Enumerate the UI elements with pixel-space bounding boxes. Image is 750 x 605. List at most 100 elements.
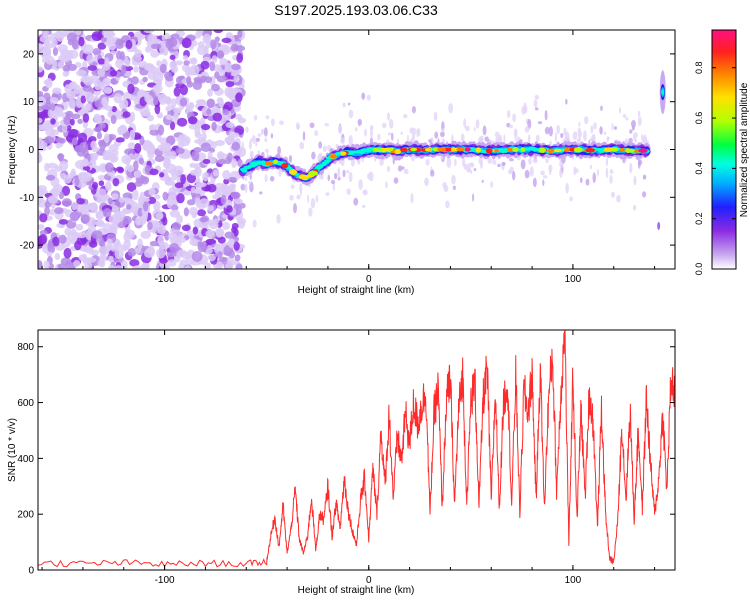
heatmap-cell (69, 118, 75, 126)
heatmap-cell (117, 167, 125, 174)
heatmap-cell (592, 133, 596, 143)
heatmap-cell (369, 127, 374, 139)
heatmap-cell (430, 169, 435, 177)
heatmap-cell (176, 193, 185, 204)
heatmap-cell (260, 160, 266, 164)
snr-x-tick-label: -100 (155, 575, 175, 586)
heatmap-cell (377, 133, 381, 141)
spectrogram-y-tick-label: -20 (20, 241, 35, 252)
heatmap-cell (411, 133, 416, 141)
heatmap-cell (112, 177, 120, 187)
spectrogram-y-tick-label: 10 (23, 97, 35, 108)
heatmap-cell (54, 252, 61, 261)
heatmap-cell (569, 196, 573, 202)
snr-y-tick-label: 800 (17, 342, 34, 353)
heatmap-cell (175, 147, 185, 155)
heatmap-cell (103, 208, 112, 218)
heatmap-cell (264, 148, 269, 153)
heatmap-cell (238, 202, 246, 209)
heatmap-cell (133, 66, 139, 73)
heatmap-cell (605, 157, 609, 167)
heatmap-cell (200, 123, 211, 131)
heatmap-cell (140, 215, 148, 222)
heatmap-cell (231, 141, 241, 151)
heatmap-cell (84, 261, 93, 269)
heatmap-cell (157, 234, 165, 246)
heatmap-cell (107, 197, 113, 205)
heatmap-cell (106, 238, 113, 248)
heatmap-cell (492, 159, 497, 165)
heatmap-cell (610, 191, 616, 198)
heatmap-cell (132, 189, 139, 201)
heatmap-cell (556, 124, 560, 135)
heatmap-cell (554, 132, 558, 143)
heatmap-cell (39, 229, 48, 236)
heatmap-cell (78, 141, 89, 153)
heatmap-cell (451, 174, 456, 185)
heatmap-cell (110, 78, 117, 85)
heatmap-cell (112, 215, 120, 226)
heatmap-cell (38, 260, 43, 269)
heatmap-cell (81, 158, 89, 167)
heatmap-cell (117, 125, 128, 135)
heatmap-cell (362, 189, 367, 196)
heatmap-cell (195, 120, 202, 129)
heatmap-cell (361, 92, 366, 100)
heatmap-cell (213, 243, 220, 254)
heatmap-cell (228, 130, 235, 140)
heatmap-cell (278, 167, 282, 177)
heatmap-cell (85, 103, 92, 112)
heatmap-cell (544, 126, 550, 135)
heatmap-cell (225, 121, 235, 128)
heatmap-cell (190, 186, 196, 193)
heatmap-cell (45, 55, 55, 65)
colorbar-ticks: 0.0 0.2 0.4 0.6 0.8 (694, 29, 737, 276)
colorbar-tick-label: 0.0 (694, 263, 704, 276)
heatmap-cell (202, 158, 211, 165)
heatmap-cell (153, 200, 161, 212)
heatmap-cell (77, 118, 83, 125)
colorbar-tick-label: 0.2 (694, 212, 704, 225)
heatmap-cell (631, 120, 636, 128)
heatmap-cell (347, 102, 351, 106)
heatmap-cell (70, 168, 77, 178)
heatmap-cell (443, 147, 453, 152)
heatmap-cell (170, 204, 179, 211)
heatmap-cell (166, 135, 176, 146)
heatmap-cell (106, 37, 117, 45)
heatmap-cell (147, 196, 157, 205)
heatmap-cell (585, 148, 596, 153)
heatmap-cell (548, 164, 553, 172)
heatmap-cell (169, 121, 176, 131)
heatmap-cell (101, 96, 108, 107)
heatmap-cell (110, 115, 117, 125)
heatmap-cell (38, 224, 45, 230)
heatmap-cell (490, 181, 494, 188)
heatmap-cell (216, 261, 223, 269)
heatmap-cell (578, 121, 581, 127)
heatmap-cell (590, 164, 593, 170)
heatmap-cell (529, 146, 536, 150)
heatmap-cell (109, 223, 119, 231)
heatmap-cell (173, 86, 181, 97)
heatmap-cell (126, 164, 135, 173)
heatmap-cell (38, 66, 44, 73)
heatmap-cell (38, 185, 48, 192)
heatmap-cell (585, 178, 590, 186)
heatmap-cell (38, 234, 47, 245)
heatmap-cell (47, 195, 59, 204)
heatmap-cell (205, 238, 217, 245)
heatmap-cell (616, 194, 621, 203)
heatmap-cell (364, 128, 368, 137)
heatmap-cell (59, 160, 69, 171)
heatmap-cell (192, 226, 199, 235)
heatmap-cell (153, 194, 161, 200)
heatmap-cell (238, 220, 246, 229)
heatmap-cell (66, 90, 76, 100)
heatmap-cell (366, 94, 371, 101)
heatmap-cell (77, 132, 88, 144)
snr-x-label: Height of straight line (km) (298, 585, 415, 596)
heatmap-cell (169, 151, 177, 160)
heatmap-cell (523, 102, 527, 113)
spectrogram-x-tick-label: 100 (565, 274, 582, 285)
